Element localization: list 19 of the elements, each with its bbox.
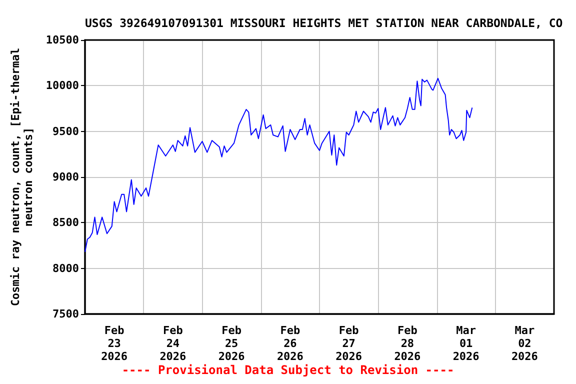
x-tick-label: Feb 27 2026	[336, 324, 362, 363]
y-tick-label: 10500	[46, 34, 79, 46]
text: ---- Provisional Data Subject to Revision ----	[122, 363, 454, 377]
y-tick-label: 9500	[52, 124, 79, 138]
y-tick-label: 7500	[52, 308, 79, 320]
x-tick-label: Feb 28 2026	[394, 324, 422, 363]
x-tick-label: Mar 01 2026	[452, 324, 480, 363]
line-series	[84, 78, 473, 252]
y-tick-label: 8000	[52, 262, 79, 275]
chart-title: USGS 392649107091301 MISSOURI HEIGHTS MET STATION NEAR CARBONDALE, CO	[85, 16, 563, 30]
x-tick-label: Feb 24 2026	[160, 324, 187, 363]
y-tick-label: 8500	[52, 216, 79, 230]
x-tick-label: Feb 26 2026	[276, 324, 304, 363]
x-tick-label: Feb 25 2026	[218, 324, 246, 363]
x-tick-label: Mar 02 2026	[511, 324, 538, 363]
y-tick-label: 10000	[46, 79, 79, 92]
y-axis-title: Cosmic ray neutron, count, [Epi-thermal neutron counts]	[8, 48, 35, 306]
y-tick-label: 9000	[52, 170, 79, 184]
x-tick-label: Feb 23 2026	[101, 324, 128, 363]
